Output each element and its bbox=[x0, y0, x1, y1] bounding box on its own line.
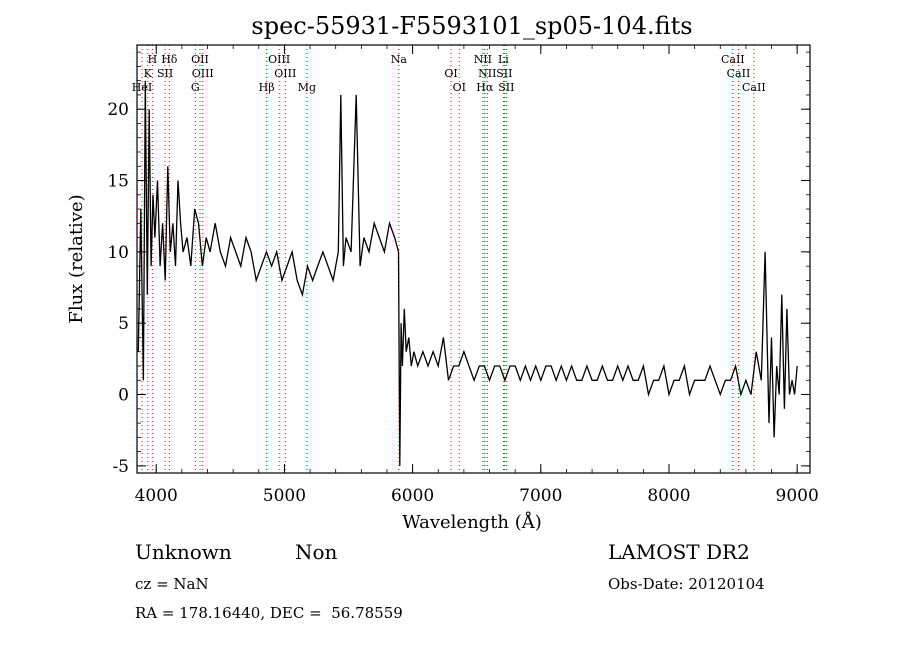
y-tick-label: 5 bbox=[118, 314, 129, 334]
line-label: SII bbox=[498, 81, 514, 94]
object-class: Unknown bbox=[135, 540, 232, 564]
y-tick-label: 0 bbox=[118, 386, 129, 406]
line-label: Li bbox=[498, 53, 509, 66]
line-label: Na bbox=[391, 53, 408, 66]
line-label: Hα bbox=[476, 81, 494, 94]
line-label: K bbox=[144, 67, 153, 80]
y-tick-label: -5 bbox=[112, 457, 129, 477]
line-label: OI bbox=[444, 67, 457, 80]
x-tick-label: 4000 bbox=[135, 486, 178, 506]
redshift-cz: cz = NaN bbox=[135, 575, 209, 593]
line-label: CaII bbox=[742, 81, 766, 94]
y-tick-label: 15 bbox=[107, 172, 129, 192]
coordinates: RA = 178.16440, DEC = 56.78559 bbox=[135, 604, 403, 622]
plot-frame bbox=[136, 44, 811, 474]
object-subclass: Non bbox=[295, 540, 338, 564]
x-tick-label: 5000 bbox=[263, 486, 306, 506]
y-axis: -5 0 5 10 15 20 bbox=[107, 51, 810, 477]
line-label: Hδ bbox=[161, 53, 178, 66]
chart-title: spec-55931-F5593101_sp05-104.fits bbox=[251, 12, 692, 40]
y-tick-label: 20 bbox=[107, 100, 129, 120]
line-label: OI bbox=[453, 81, 466, 94]
x-tick-label: 7000 bbox=[519, 486, 562, 506]
line-label: OIII bbox=[192, 67, 214, 80]
spectrum-line bbox=[137, 80, 798, 466]
y-tick-label: 10 bbox=[107, 243, 129, 263]
survey-name: LAMOST DR2 bbox=[608, 540, 750, 564]
line-label: OIII bbox=[274, 67, 296, 80]
x-axis: 4000 5000 6000 7000 8000 9000 bbox=[135, 45, 819, 506]
line-label: OII bbox=[191, 53, 209, 66]
line-label: NII bbox=[474, 53, 492, 66]
line-label: Hβ bbox=[259, 81, 275, 94]
line-label: OIII bbox=[268, 53, 290, 66]
line-label: H bbox=[148, 53, 158, 66]
line-label: G bbox=[191, 81, 200, 94]
x-axis-label: Wavelength (Å) bbox=[402, 511, 542, 533]
line-label: CaII bbox=[721, 53, 745, 66]
spectral-line-markers bbox=[141, 45, 755, 473]
x-tick-label: 8000 bbox=[647, 486, 690, 506]
line-label: CaII bbox=[727, 67, 751, 80]
x-tick-label: 9000 bbox=[776, 486, 819, 506]
y-axis-label: Flux (relative) bbox=[66, 194, 87, 323]
x-tick-label: 6000 bbox=[391, 486, 434, 506]
line-label: NII bbox=[478, 67, 496, 80]
line-label: Mg bbox=[298, 81, 316, 94]
line-label: SII bbox=[496, 67, 512, 80]
observation-date: Obs-Date: 20120104 bbox=[608, 575, 765, 593]
spectral-line-labels: HKHeIHδSIIGOIIOIIIHβOIIIOIIIMgNaOIOINIIN… bbox=[132, 53, 766, 94]
line-label: HeI bbox=[132, 81, 152, 94]
line-label: SII bbox=[157, 67, 173, 80]
